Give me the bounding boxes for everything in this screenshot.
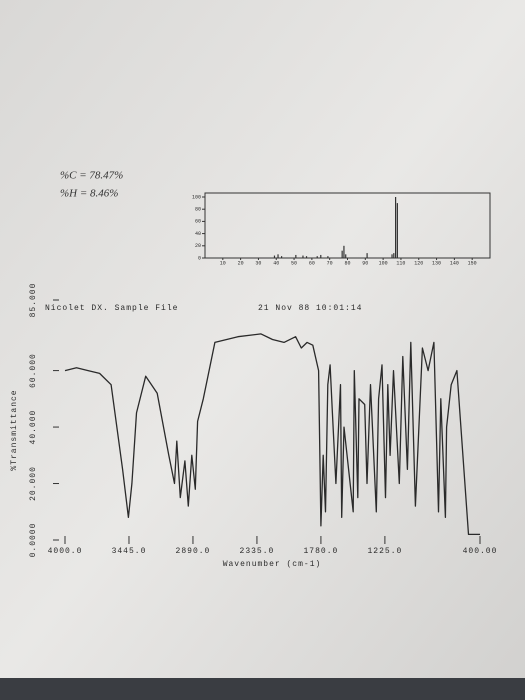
x-tick-label: 3445.0 bbox=[112, 547, 147, 556]
x-tick-label: 150 bbox=[468, 260, 477, 266]
x-tick-label: 1225.0 bbox=[367, 547, 402, 556]
x-tick-label: 90 bbox=[362, 260, 368, 266]
x-tick-label: 40 bbox=[273, 260, 279, 266]
x-tick-label: 2335.0 bbox=[240, 547, 275, 556]
x-tick-label: 1780.0 bbox=[304, 547, 339, 556]
x-tick-label: 80 bbox=[344, 260, 350, 266]
y-tick-label: 20.000 bbox=[29, 466, 38, 501]
header: Nicolet DX. Sample File bbox=[45, 304, 178, 313]
y-axis-label: %Transmittance bbox=[10, 389, 19, 470]
y-tick-label: 80 bbox=[195, 207, 201, 213]
x-tick-label: 130 bbox=[432, 260, 441, 266]
x-tick-label: 4000.0 bbox=[48, 547, 83, 556]
x-tick-label: 50 bbox=[291, 260, 297, 266]
date: 21 Nov 88 10:01:14 bbox=[258, 304, 362, 313]
x-tick-label: 400.00 bbox=[463, 547, 498, 556]
x-tick-label: 10 bbox=[220, 260, 226, 266]
x-tick-label: 60 bbox=[309, 260, 315, 266]
hydrogen-note: %H = 8.46% bbox=[60, 188, 118, 200]
y-tick-label: 0.0000 bbox=[29, 523, 38, 558]
y-tick-label: 40.000 bbox=[29, 410, 38, 445]
x-tick-label: 70 bbox=[327, 260, 333, 266]
x-tick-label: 110 bbox=[396, 260, 405, 266]
x-tick-label: 30 bbox=[255, 260, 261, 266]
paper bbox=[0, 0, 525, 678]
x-tick-label: 120 bbox=[414, 260, 423, 266]
y-tick-label: 60.000 bbox=[29, 353, 38, 388]
x-axis-label: Wavenumber (cm-1) bbox=[223, 560, 322, 569]
y-tick-label: 40 bbox=[195, 231, 201, 237]
x-tick-label: 20 bbox=[238, 260, 244, 266]
spectrum-line bbox=[64, 333, 480, 536]
y-tick-label: 0 bbox=[198, 255, 201, 261]
y-tick-label: 20 bbox=[195, 243, 201, 249]
y-tick-label: 60 bbox=[195, 219, 201, 225]
x-tick-label: 2890.0 bbox=[176, 547, 211, 556]
y-tick-label: 100 bbox=[192, 194, 201, 200]
x-tick-label: 100 bbox=[379, 260, 388, 266]
x-tick-label: 140 bbox=[450, 260, 459, 266]
y-tick-label: 85.000 bbox=[29, 283, 38, 318]
carbon-note: %C = 78.47% bbox=[60, 170, 123, 182]
table-edge bbox=[0, 678, 525, 700]
